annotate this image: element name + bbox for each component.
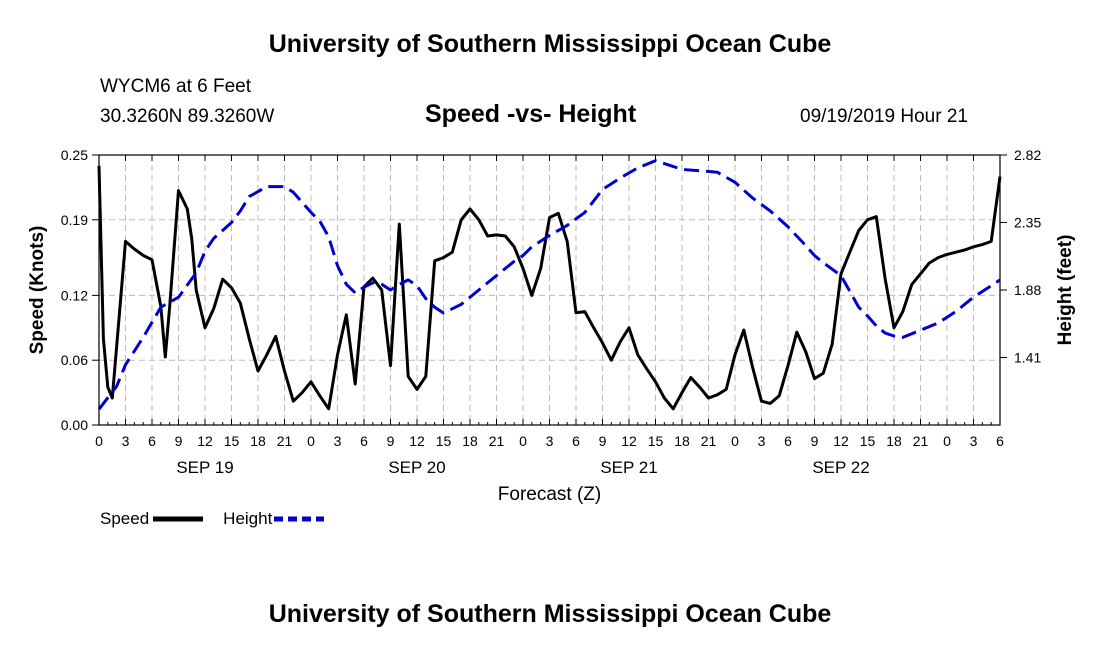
y2-tick-label: 1.88 xyxy=(1014,282,1041,298)
x-tick-label: 15 xyxy=(860,433,876,449)
x-tick-label: 15 xyxy=(224,433,240,449)
y2-tick-label: 1.41 xyxy=(1014,350,1041,366)
x-tick-label: 3 xyxy=(122,433,130,449)
x-tick-label: 6 xyxy=(148,433,156,449)
y-tick-label: 0.12 xyxy=(61,287,88,303)
coordinates-label: 30.3260N 89.3260W xyxy=(100,106,275,127)
x-tick-label: 3 xyxy=(970,433,978,449)
x-tick-label: 9 xyxy=(599,433,607,449)
y-tick-label: 0.00 xyxy=(61,417,88,433)
x-tick-label: 12 xyxy=(833,433,849,449)
x-tick-label: 0 xyxy=(95,433,103,449)
x-tick-label: 0 xyxy=(519,433,527,449)
date-label: SEP 22 xyxy=(812,458,869,477)
top-title: University of Southern Mississippi Ocean… xyxy=(268,30,832,58)
x-tick-label: 12 xyxy=(409,433,425,449)
x-tick-label: 3 xyxy=(334,433,342,449)
speed-series-line xyxy=(97,165,1002,411)
date-label: SEP 20 xyxy=(388,458,445,477)
y-tick-label: 0.25 xyxy=(61,147,88,163)
x-tick-label: 6 xyxy=(572,433,580,449)
x-axis-title: Forecast (Z) xyxy=(498,484,601,505)
x-tick-label: 21 xyxy=(277,433,293,449)
x-tick-label: 3 xyxy=(758,433,766,449)
y2-tick-label: 2.82 xyxy=(1014,147,1041,163)
x-tick-label: 18 xyxy=(886,433,902,449)
ticks-layer xyxy=(92,154,1007,426)
x-tick-label: 6 xyxy=(996,433,1004,449)
x-tick-label: 0 xyxy=(731,433,739,449)
x-tick-label: 0 xyxy=(307,433,315,449)
legend-height-label: Height xyxy=(223,509,273,528)
y-tick-label: 0.19 xyxy=(61,212,88,228)
bottom-title: University of Southern Mississippi Ocean… xyxy=(268,600,832,628)
legend: Speed Height xyxy=(100,509,326,529)
y2-axis-title: Height (feet) xyxy=(1055,235,1076,346)
series-layer xyxy=(97,159,1002,411)
x-tick-label: 18 xyxy=(250,433,266,449)
x-tick-label: 15 xyxy=(648,433,664,449)
x-tick-label: 15 xyxy=(436,433,452,449)
date-label: SEP 21 xyxy=(600,458,657,477)
y-axis-title: Speed (Knots) xyxy=(27,226,48,355)
x-tick-label: 21 xyxy=(489,433,505,449)
x-tick-label: 6 xyxy=(360,433,368,449)
legend-speed-label: Speed xyxy=(100,509,150,528)
height-series-line xyxy=(97,159,1001,411)
station-label: WYCM6 at 6 Feet xyxy=(100,76,251,97)
chart-title: Speed -vs- Height xyxy=(425,100,637,128)
x-tick-label: 6 xyxy=(784,433,792,449)
x-tick-label: 0 xyxy=(943,433,951,449)
x-tick-label: 3 xyxy=(546,433,554,449)
legend-height-swatch xyxy=(274,516,325,522)
x-tick-label: 18 xyxy=(462,433,478,449)
legend-speed-swatch xyxy=(153,516,204,522)
x-tick-label: 21 xyxy=(913,433,929,449)
x-tick-label: 21 xyxy=(701,433,717,449)
x-tick-label: 12 xyxy=(621,433,637,449)
x-tick-label: 9 xyxy=(175,433,183,449)
labels-layer: 0 3 6 9 12 15 18 21 0 3 6 9 12 15 18 21 0 3 6 9 12 15 18 21 0 3 6 9… xyxy=(27,147,1076,505)
x-tick-label: 18 xyxy=(674,433,690,449)
date-label: SEP 19 xyxy=(176,458,233,477)
x-tick-label: 12 xyxy=(197,433,213,449)
x-tick-label: 9 xyxy=(387,433,395,449)
y2-tick-label: 2.35 xyxy=(1014,215,1041,231)
x-tick-label: 9 xyxy=(811,433,819,449)
date-hour-label: 09/19/2019 Hour 21 xyxy=(800,106,968,127)
y-tick-label: 0.06 xyxy=(61,352,88,368)
